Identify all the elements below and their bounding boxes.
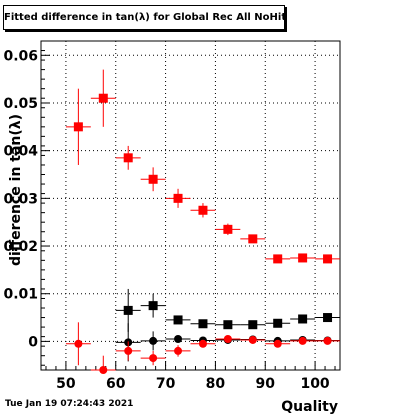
- grid-layer: [41, 41, 340, 370]
- y-tick-label: 0.05: [3, 96, 38, 112]
- data-point-circle: [323, 336, 332, 345]
- series-layer: [65, 69, 340, 374]
- y-tick-label: 0.02: [3, 239, 38, 255]
- data-point-square: [198, 205, 208, 215]
- y-axis-title: difference in tan(λ): [8, 114, 24, 266]
- data-point-square: [248, 234, 258, 244]
- data-point-square: [298, 253, 308, 263]
- data-point-circle: [248, 335, 257, 344]
- y-tick-label: 0.03: [3, 191, 38, 207]
- data-point-square: [248, 320, 258, 330]
- data-point-circle: [74, 339, 83, 348]
- timestamp-label: Tue Jan 19 07:24:43 2021: [5, 399, 134, 409]
- data-point-square: [298, 314, 308, 324]
- data-point-square: [173, 193, 183, 203]
- data-point-square: [323, 254, 333, 264]
- y-tick-label: 0.01: [3, 287, 38, 303]
- data-point-square: [323, 313, 333, 323]
- data-point-square: [173, 315, 183, 325]
- series-3: [65, 322, 340, 374]
- data-point-square: [148, 174, 158, 184]
- data-point-circle: [273, 339, 282, 348]
- y-tick-label: 0: [28, 334, 38, 350]
- plot-frame: [40, 40, 341, 371]
- series-1: [115, 288, 340, 332]
- data-point-circle: [198, 339, 207, 348]
- data-point-circle: [124, 346, 133, 355]
- x-tick-label: 100: [300, 376, 329, 392]
- data-point-square: [198, 319, 208, 329]
- x-tick-label: 50: [56, 376, 76, 392]
- x-tick-label: 60: [106, 376, 126, 392]
- data-point-circle: [149, 354, 158, 363]
- y-tick-label: 0.04: [3, 144, 38, 160]
- x-tick-label: 70: [156, 376, 176, 392]
- x-tick-label: 90: [256, 376, 276, 392]
- chart-title: Fitted difference in tan(λ) for Global R…: [3, 5, 285, 30]
- x-axis-title: Quality: [281, 399, 338, 414]
- data-point-square: [223, 320, 233, 330]
- y-tick-label: 0.06: [3, 48, 38, 64]
- data-point-square: [123, 153, 133, 163]
- data-point-circle: [99, 366, 108, 374]
- data-point-square: [148, 301, 158, 311]
- data-point-circle: [223, 335, 232, 344]
- data-point-square: [98, 93, 108, 103]
- axis-layer: 50 60 70 80 90 100 0 0.01 0.02 0.03 0.04 0.05 0.06: [3, 48, 336, 392]
- data-point-circle: [298, 336, 307, 345]
- data-point-square: [73, 122, 83, 132]
- data-point-square: [273, 254, 283, 264]
- data-point-circle: [174, 346, 183, 355]
- data-point-square: [223, 224, 233, 234]
- series-0: [65, 69, 340, 264]
- data-point-circle: [174, 335, 183, 344]
- data-point-circle: [149, 336, 158, 345]
- data-point-square: [123, 305, 133, 315]
- data-point-square: [273, 318, 283, 328]
- x-tick-label: 80: [206, 376, 226, 392]
